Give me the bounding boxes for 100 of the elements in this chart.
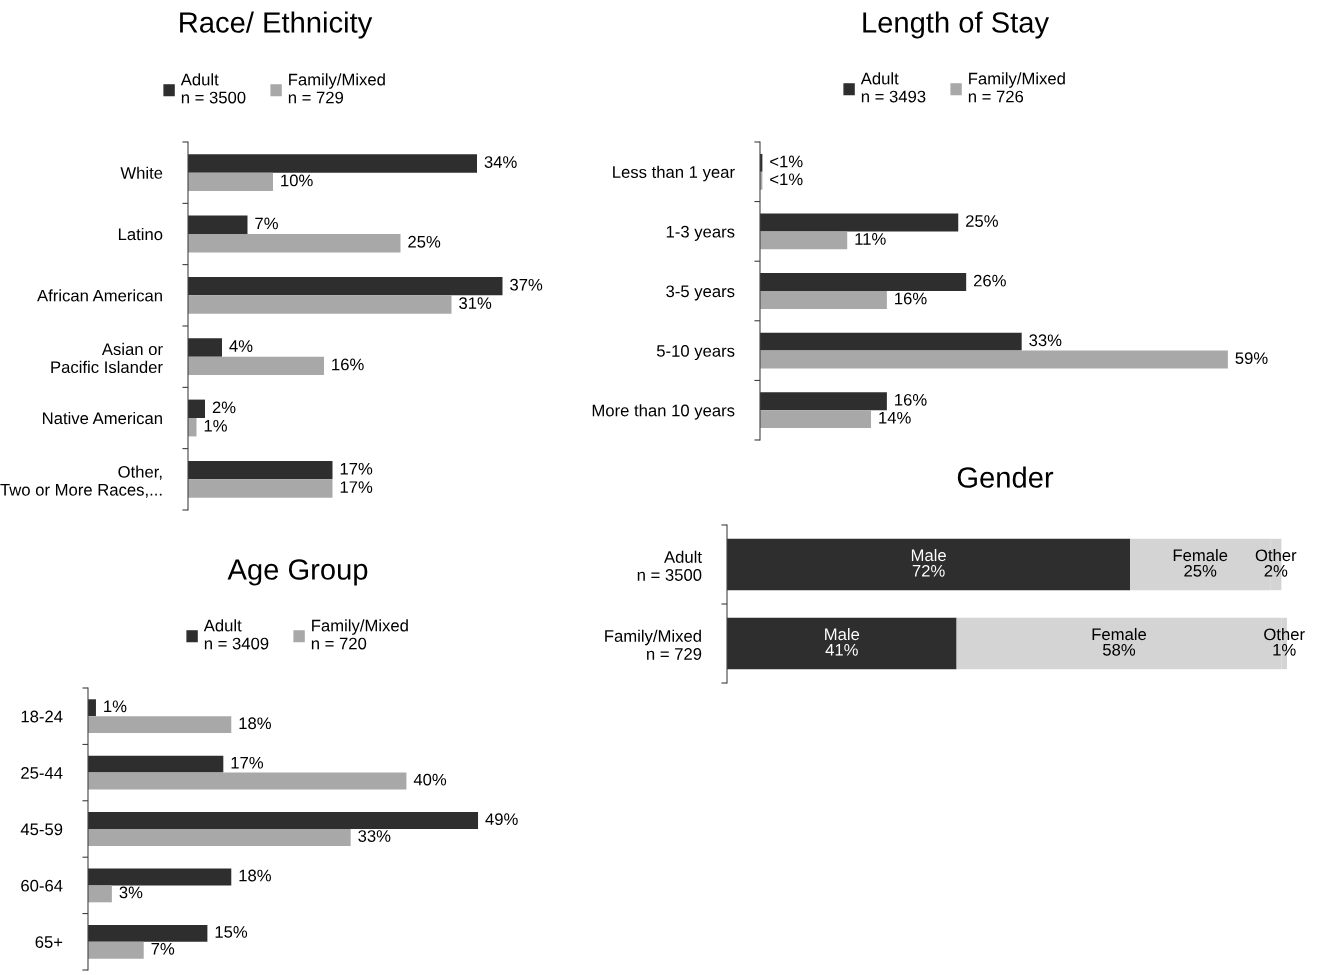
- y-tick-label: White: [120, 166, 163, 179]
- bar: [188, 479, 333, 498]
- bar: [88, 868, 232, 886]
- bar: [188, 295, 452, 314]
- legend-label: Family/Mixed n = 729: [288, 73, 385, 104]
- data-label: 25%: [408, 235, 441, 248]
- bar: [188, 338, 222, 357]
- data-label: 7%: [151, 943, 175, 955]
- data-label: 3%: [119, 886, 143, 899]
- bar: [760, 291, 887, 309]
- data-label: 26%: [973, 274, 1006, 287]
- bar: [188, 215, 248, 234]
- data-label: 2%: [1264, 564, 1288, 577]
- data-label: 49%: [485, 813, 518, 826]
- data-label: 17%: [340, 481, 373, 493]
- bar: [88, 755, 224, 773]
- data-label: 59%: [1235, 352, 1268, 365]
- data-label: 25%: [1184, 564, 1217, 577]
- y-tick-label: Latino: [118, 227, 163, 241]
- data-label: 34%: [484, 156, 517, 168]
- chart-title: Length of Stay: [863, 11, 1049, 39]
- data-label: 2%: [212, 401, 236, 414]
- bar: [760, 213, 959, 232]
- bar: [727, 617, 957, 670]
- bar: [88, 941, 144, 959]
- y-tick-label: 65+: [35, 936, 63, 948]
- data-label: 17%: [231, 756, 264, 769]
- bar: [88, 924, 208, 942]
- bar: [188, 460, 333, 480]
- bar: [760, 350, 1228, 369]
- series-label: Male: [911, 548, 946, 562]
- data-label: 58%: [1102, 643, 1136, 656]
- legend-label: Adult n = 3493: [860, 72, 926, 103]
- bar: [727, 538, 1131, 591]
- bar: [188, 154, 477, 173]
- legend-label: Adult n = 3409: [203, 619, 269, 650]
- data-label: 40%: [413, 773, 447, 786]
- data-label: 16%: [332, 358, 364, 371]
- y-tick-label: Family/Mixed n = 729: [605, 629, 702, 660]
- y-tick-label: 1-3 years: [666, 225, 735, 241]
- data-label: 31%: [459, 297, 492, 310]
- data-label: 17%: [340, 462, 373, 475]
- y-tick-label: Native American: [43, 411, 162, 425]
- data-label: 72%: [912, 564, 945, 577]
- bar: [188, 276, 503, 296]
- y-tick-label: Asian or Pacific Islander: [51, 342, 163, 374]
- y-tick-label: Adult n = 3500: [637, 550, 702, 581]
- data-label: 1%: [204, 419, 227, 432]
- bar: [760, 410, 872, 429]
- data-label: 16%: [895, 393, 927, 406]
- y-tick-label: 25-44: [21, 767, 63, 779]
- data-label: <1%: [770, 173, 803, 186]
- chart-title: Gender: [957, 466, 1054, 488]
- y-tick-label: More than 10 years: [592, 404, 735, 420]
- data-label: 18%: [239, 869, 271, 882]
- data-label: 1%: [1273, 644, 1296, 656]
- y-tick-label: 3-5 years: [666, 285, 735, 301]
- data-label: 14%: [879, 411, 911, 424]
- legend-label: Adult n = 3500: [180, 73, 246, 104]
- bar: [88, 829, 351, 846]
- y-tick-label: Less than 1 year: [613, 165, 735, 182]
- bar: [760, 231, 848, 250]
- series-label: Other: [1264, 627, 1305, 641]
- data-label: <1%: [770, 155, 803, 168]
- series-label: Female: [1173, 548, 1228, 562]
- y-tick-label: 45-59: [20, 823, 63, 836]
- bar: [760, 392, 887, 411]
- bar: [760, 332, 1022, 351]
- data-label: 7%: [255, 217, 278, 230]
- bar: [88, 716, 232, 734]
- text: Other: [1255, 548, 1297, 562]
- chart-title: Age Group: [227, 559, 368, 586]
- y-tick-label: 60-64: [21, 879, 63, 892]
- data-label: 15%: [215, 926, 248, 938]
- legend-label: Family/Mixed n = 726: [968, 72, 1065, 103]
- y-tick-label: 18-24: [21, 710, 63, 723]
- bar: [88, 885, 112, 903]
- bar: [188, 399, 205, 418]
- chart-title: Race/ Ethnicity: [180, 11, 373, 39]
- data-label: 33%: [1029, 334, 1062, 347]
- data-label: 33%: [358, 830, 391, 842]
- data-label: 25%: [966, 215, 998, 227]
- data-label: 16%: [895, 292, 927, 305]
- data-label: 1%: [104, 700, 127, 713]
- text: Female: [1092, 627, 1147, 641]
- data-label: 18%: [239, 717, 271, 730]
- data-label: 11%: [855, 233, 886, 245]
- bar: [760, 273, 967, 291]
- y-tick-label: 5-10 years: [656, 345, 735, 361]
- bar: [88, 812, 479, 829]
- bar: [188, 356, 324, 376]
- y-tick-label: Other, Two or More Races,...: [0, 465, 162, 498]
- data-label: 41%: [825, 644, 858, 656]
- bar: [188, 234, 401, 253]
- data-label: 10%: [281, 174, 313, 187]
- bar: [88, 772, 407, 790]
- bar: [188, 172, 273, 192]
- data-label: 4%: [229, 340, 253, 352]
- legend-label: Family/Mixed n = 720: [311, 619, 408, 650]
- y-tick-label: African American: [37, 289, 162, 302]
